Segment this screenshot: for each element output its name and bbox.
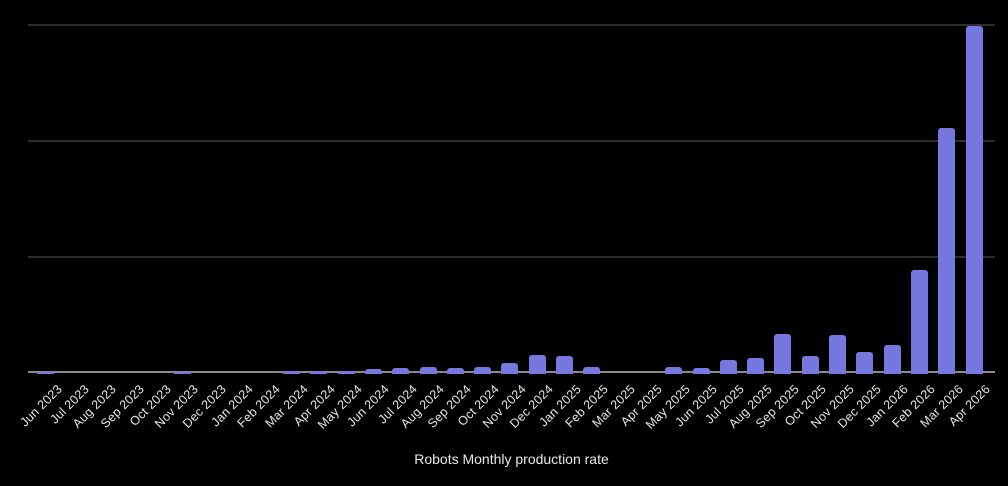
bar-may-2025 [665,367,683,374]
bar-feb-2025 [583,367,601,374]
y-gridline [28,24,995,26]
bar-apr-2024 [310,371,328,374]
bar-jun-2025 [692,368,710,374]
bar-oct-2025 [801,356,819,374]
bar-sep-2025 [774,334,792,374]
y-gridline [28,256,995,258]
bar-jan-2026 [883,345,901,374]
bar-jun-2024 [364,369,382,374]
bar-dec-2025 [856,352,874,374]
y-gridline [28,140,995,142]
bar-feb-2026 [910,270,928,374]
bar-mar-2024 [283,371,300,374]
bar-jan-2025 [556,356,573,374]
bar-sep-2024 [446,368,464,374]
bar-mar-2026 [938,128,956,374]
chart-title: Robots Monthly production rate [414,451,609,467]
bar-aug-2024 [419,367,437,374]
bar-dec-2024 [528,355,546,374]
bar-nov-2025 [829,335,846,374]
bar-oct-2024 [474,367,492,374]
bar-jun-2023 [37,372,55,374]
bar-aug-2025 [747,358,765,374]
bar-jul-2024 [392,368,410,374]
bar-may-2024 [337,371,355,374]
bar-nov-2023 [173,372,191,374]
bar-jul-2025 [719,360,737,374]
bar-apr-2026 [965,26,983,374]
bar-nov-2024 [501,363,519,374]
